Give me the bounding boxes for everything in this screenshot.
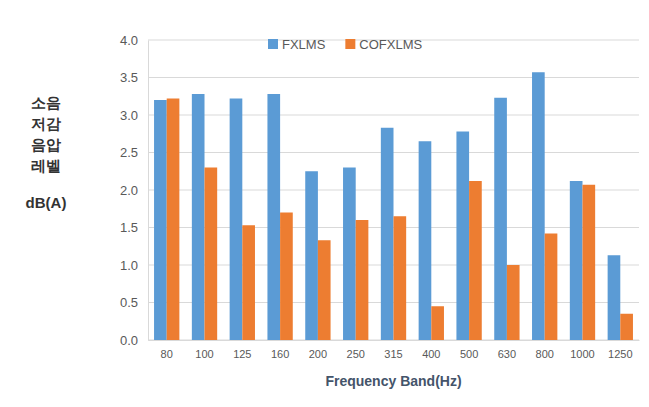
y-tick: 3.0	[120, 108, 148, 123]
bar	[469, 181, 482, 340]
x-tick-label: 250	[347, 348, 365, 360]
bar	[545, 234, 558, 341]
bar	[205, 168, 218, 341]
y-axis-title-line: 음압	[31, 136, 61, 153]
bar	[419, 141, 432, 340]
bar	[431, 306, 444, 340]
y-tick: 1.0	[120, 258, 148, 273]
bar	[620, 314, 633, 340]
grid-line	[148, 115, 639, 116]
x-tick: 500	[460, 340, 478, 360]
y-tick-label: 2.0	[120, 183, 138, 198]
grid	[148, 40, 639, 340]
x-tick-label: 315	[384, 348, 402, 360]
x-tick-label: 400	[422, 348, 440, 360]
bar	[305, 171, 318, 340]
x-tick-label: 125	[233, 348, 251, 360]
x-tick: 125	[233, 340, 251, 360]
bar	[570, 181, 583, 340]
x-tick-label: 800	[536, 348, 554, 360]
grid-line	[148, 77, 639, 78]
bar	[167, 99, 180, 341]
x-tick-label: 1000	[570, 348, 594, 360]
legend-label: FXLMS	[282, 37, 326, 52]
x-axis-line	[149, 340, 640, 341]
bar	[381, 128, 394, 340]
x-tick-label: 200	[309, 348, 327, 360]
x-axis-title: Frequency Band(Hz)	[325, 373, 461, 389]
y-axis-title-line: dB(A)	[26, 194, 67, 211]
bar	[154, 100, 167, 340]
y-tick-label: 2.5	[120, 145, 138, 160]
x-tick: 315	[384, 340, 402, 360]
y-axis-title-line: 저감	[31, 115, 61, 132]
legend-label: COFXLMS	[359, 37, 422, 52]
bar	[456, 132, 469, 341]
y-tick-label: 4.0	[120, 33, 138, 48]
x-tick-label: 80	[161, 348, 173, 360]
plot: 0.0 0.5 1.0 1.5 2.0 2.5 3.0 3.5 4.0 80 100 125 160 20…	[120, 33, 640, 360]
bar	[494, 98, 507, 340]
x-tick: 1250	[608, 340, 632, 360]
y-axis-title: 소음저감음압레벨 dB(A)	[26, 94, 67, 211]
bar	[242, 225, 255, 340]
y-tick-label: 1.5	[120, 220, 138, 235]
x-tick-label: 160	[271, 348, 289, 360]
series	[154, 72, 620, 340]
bars	[154, 72, 633, 340]
legend-item: FXLMS	[268, 37, 326, 52]
bar	[608, 255, 621, 340]
x-tick: 1000	[570, 340, 594, 360]
y-tick-label: 3.5	[120, 70, 138, 85]
bar	[318, 240, 331, 340]
x-tick: 400	[422, 340, 440, 360]
bar	[267, 94, 280, 340]
y-tick-label: 0.5	[120, 295, 138, 310]
x-tick: 100	[195, 340, 213, 360]
bar	[507, 265, 520, 340]
chart: 0.0 0.5 1.0 1.5 2.0 2.5 3.0 3.5 4.0 80 100 125 160 20…	[0, 0, 649, 407]
bar	[582, 185, 595, 340]
legend-swatch	[268, 39, 278, 49]
y-tick: 2.0	[120, 183, 148, 198]
bar	[394, 216, 407, 340]
x-tick: 250	[347, 340, 365, 360]
y-tick-label: 1.0	[120, 258, 138, 273]
bar	[532, 72, 545, 340]
x-tick-label: 100	[195, 348, 213, 360]
y-axis: 0.0 0.5 1.0 1.5 2.0 2.5 3.0 3.5 4.0	[120, 33, 149, 348]
x-tick: 200	[309, 340, 327, 360]
y-axis-title-line: 레벨	[31, 157, 61, 174]
bar	[230, 99, 243, 341]
y-tick: 1.5	[120, 220, 148, 235]
x-tick-label: 1250	[608, 348, 632, 360]
series	[167, 99, 633, 341]
x-tick: 800	[536, 340, 554, 360]
bar	[343, 168, 356, 341]
x-tick: 80	[161, 340, 173, 360]
x-tick-label: 630	[498, 348, 516, 360]
x-axis: 80 100 125 160 200 250 315 400 500 630 800 1000 1250	[149, 340, 640, 360]
y-axis-title-line: 소음	[31, 94, 61, 111]
y-tick: 4.0	[120, 33, 148, 48]
bar	[192, 94, 205, 340]
legend-item: COFXLMS	[345, 37, 422, 52]
legend-swatch	[345, 39, 355, 49]
x-tick-label: 500	[460, 348, 478, 360]
x-tick: 160	[271, 340, 289, 360]
bar	[356, 220, 369, 340]
bar	[280, 213, 293, 341]
y-tick-label: 0.0	[120, 333, 138, 348]
y-tick: 0.0	[120, 333, 148, 348]
y-tick: 3.5	[120, 70, 148, 85]
legend: FXLMS COFXLMS	[268, 37, 423, 52]
y-tick: 2.5	[120, 145, 148, 160]
y-axis-line	[148, 41, 149, 341]
y-tick-label: 3.0	[120, 108, 138, 123]
x-tick: 630	[498, 340, 516, 360]
y-tick: 0.5	[120, 295, 148, 310]
